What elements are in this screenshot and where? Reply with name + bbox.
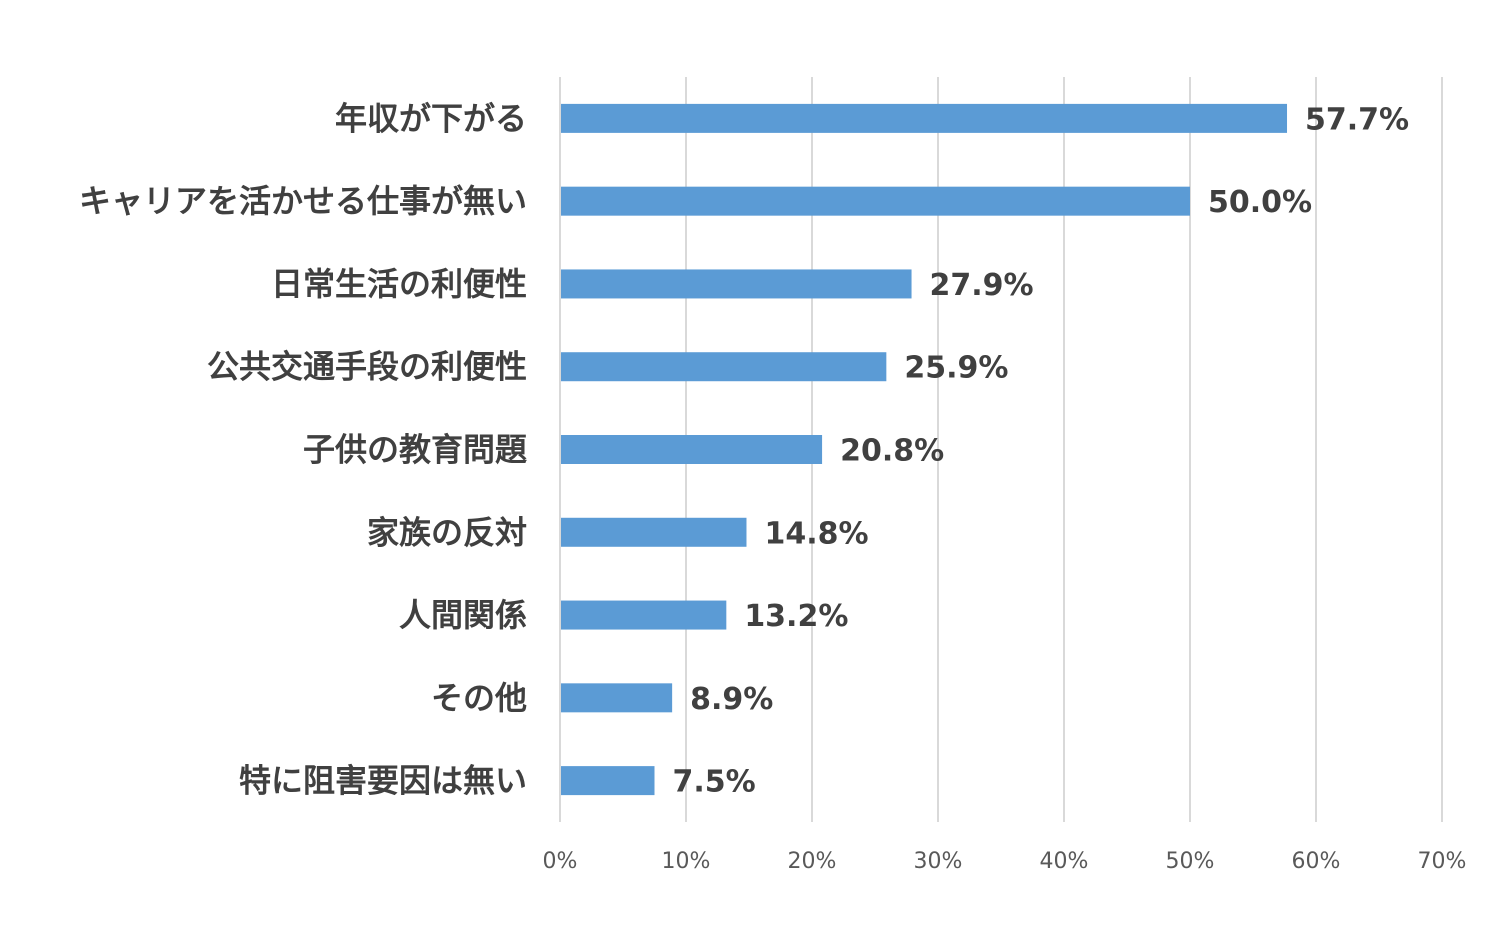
value-label-6: 13.2% — [744, 599, 848, 634]
bar-2 — [561, 269, 912, 299]
value-label-4: 20.8% — [840, 434, 944, 469]
value-label-7: 8.9% — [690, 682, 773, 717]
bar-1 — [561, 186, 1190, 216]
x-tick-label-3: 30% — [914, 849, 963, 874]
x-tick-label-5: 50% — [1166, 849, 1215, 874]
x-tick-label-4: 40% — [1040, 849, 1089, 874]
value-label-5: 14.8% — [764, 516, 868, 551]
value-labels: 57.7% 50.0% 27.9% 25.9% 20.8% 14.8% 13.2% 8.9% 7… — [673, 102, 1410, 799]
category-label-4: 子供の教育問題 — [303, 431, 527, 469]
value-label-1: 50.0% — [1208, 185, 1312, 220]
category-label-8: 特に阻害要因は無い — [239, 762, 527, 800]
bar-7 — [561, 683, 673, 713]
category-label-1: キャリアを活かせる仕事が無い — [79, 182, 527, 220]
x-axis-tick-labels: 0% 10% 20% 30% 40% 50% 60% 70% — [543, 849, 1467, 874]
value-label-8: 7.5% — [673, 765, 756, 800]
bar-4 — [561, 435, 823, 464]
bars — [561, 103, 1288, 796]
x-tick-label-1: 10% — [662, 849, 711, 874]
bar-6 — [561, 600, 727, 630]
x-tick-label-0: 0% — [543, 849, 578, 874]
category-label-6: 人間関係 — [399, 596, 527, 634]
value-label-0: 57.7% — [1305, 102, 1409, 137]
category-label-2: 日常生活の利便性 — [271, 265, 527, 303]
bar-5 — [561, 517, 747, 547]
bar-3 — [561, 352, 887, 382]
category-label-5: 家族の反対 — [367, 513, 527, 551]
value-label-3: 25.9% — [904, 351, 1008, 386]
category-label-7: その他 — [431, 679, 527, 717]
x-tick-label-7: 70% — [1418, 849, 1467, 874]
bar-0 — [561, 103, 1288, 133]
x-tick-label-6: 60% — [1292, 849, 1341, 874]
x-tick-label-2: 20% — [788, 849, 837, 874]
category-label-3: 公共交通手段の利便性 — [207, 348, 527, 386]
bar-8 — [561, 766, 655, 796]
category-label-0: 年収が下がる — [335, 99, 527, 137]
value-label-2: 27.9% — [930, 268, 1034, 303]
category-labels: 年収が下がるキャリアを活かせる仕事が無い日常生活の利便性公共交通手段の利便性子供… — [79, 99, 527, 799]
